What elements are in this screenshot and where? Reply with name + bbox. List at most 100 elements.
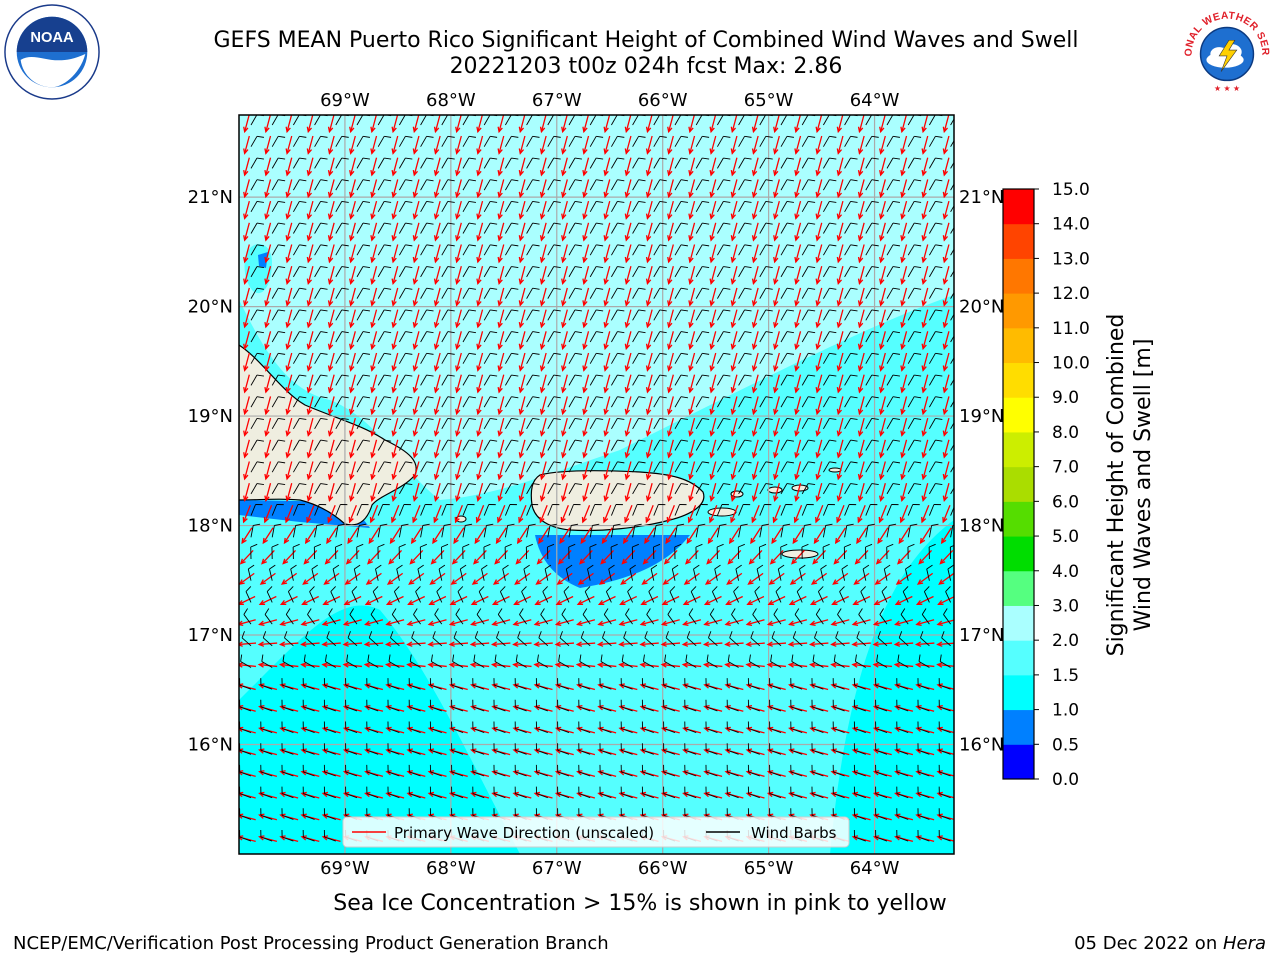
wave-direction-arrowhead bbox=[497, 148, 503, 155]
wave-direction-arrowhead bbox=[681, 662, 689, 668]
wave-direction-arrowhead bbox=[900, 365, 906, 372]
wave-direction-arrowhead bbox=[728, 537, 735, 545]
wave-direction-arrowhead bbox=[645, 343, 652, 351]
wind-barb-staff bbox=[589, 287, 597, 299]
wind-barb-staff bbox=[780, 504, 786, 516]
wind-barb-staff bbox=[674, 374, 682, 386]
wind-barb-feather bbox=[266, 586, 273, 592]
wave-direction-arrowhead bbox=[327, 473, 334, 481]
wave-direction-arrow bbox=[413, 374, 420, 393]
wind-barb-staff bbox=[409, 684, 421, 690]
wind-barb-feather bbox=[850, 483, 858, 486]
wave-direction-arrowhead bbox=[788, 620, 795, 627]
wind-barb-staff bbox=[547, 353, 555, 364]
wind-barb-staff bbox=[833, 749, 845, 755]
wave-direction-arrow bbox=[752, 439, 759, 458]
wind-barb-feather bbox=[723, 461, 731, 464]
wind-barb-feather bbox=[935, 396, 943, 399]
wind-barb-staff bbox=[727, 661, 739, 668]
wind-barb-staff bbox=[738, 179, 745, 191]
wave-direction-arrow bbox=[816, 115, 823, 132]
wave-direction-arrow bbox=[668, 266, 674, 284]
wind-barb-feather bbox=[579, 654, 582, 662]
wind-barb-staff bbox=[667, 614, 676, 625]
wave-direction-arrowhead bbox=[639, 704, 647, 711]
wave-direction-arrowhead bbox=[391, 452, 397, 459]
wind-barb-staff bbox=[483, 396, 491, 408]
wind-barb-feather bbox=[384, 309, 392, 312]
wave-direction-arrowhead bbox=[809, 726, 816, 733]
wind-barb-feather bbox=[706, 654, 709, 662]
wind-barb-feather bbox=[727, 654, 730, 662]
wind-barb-staff bbox=[945, 591, 952, 603]
wind-barb-feather bbox=[702, 331, 710, 334]
wind-barb-staff bbox=[451, 749, 464, 755]
wind-barb-feather bbox=[405, 309, 413, 312]
colorbar-tick-label: 15.0 bbox=[1052, 180, 1090, 200]
wind-barb-staff bbox=[420, 201, 427, 213]
wave-direction-arrow bbox=[668, 331, 674, 349]
wave-direction-arrowhead bbox=[688, 126, 694, 134]
wind-barb-staff bbox=[801, 461, 809, 473]
wind-barb-feather bbox=[256, 417, 264, 420]
wave-direction-arrowhead bbox=[258, 791, 265, 798]
wind-barb-staff bbox=[281, 684, 294, 690]
wave-direction-arrow bbox=[774, 287, 780, 306]
wave-direction-arrow bbox=[540, 266, 547, 284]
wind-barb-staff bbox=[823, 287, 830, 299]
wave-direction-arrowhead bbox=[285, 430, 291, 437]
wind-barb-staff bbox=[632, 374, 639, 386]
wind-barb-feather bbox=[468, 179, 476, 182]
wind-barb-staff bbox=[417, 568, 422, 581]
wind-barb-feather bbox=[744, 157, 752, 160]
wave-direction-arrowhead bbox=[433, 321, 440, 329]
wave-direction-arrowhead bbox=[836, 495, 843, 503]
wind-barb-feather bbox=[892, 374, 900, 377]
wave-direction-arrowhead bbox=[349, 213, 355, 220]
wave-direction-arrow bbox=[477, 179, 484, 197]
wind-barb-feather bbox=[754, 586, 760, 592]
wind-barb-feather bbox=[494, 654, 497, 662]
wind-barb-feather bbox=[316, 523, 324, 526]
wave-direction-arrowhead bbox=[815, 256, 821, 264]
wind-barb-staff bbox=[856, 637, 867, 647]
wave-direction-arrow bbox=[517, 527, 528, 544]
wave-direction-arrow bbox=[689, 222, 696, 241]
wind-barb-staff bbox=[833, 706, 845, 712]
wind-barb-staff bbox=[862, 568, 867, 581]
wave-direction-arrow bbox=[832, 572, 849, 585]
wind-barb-feather bbox=[850, 331, 858, 334]
wind-barb-staff bbox=[526, 244, 533, 256]
wind-barb-staff bbox=[801, 157, 809, 169]
wind-barb-staff bbox=[823, 353, 830, 364]
wave-height-contour-small-core bbox=[258, 252, 268, 268]
wind-barb-feather bbox=[627, 586, 633, 592]
wave-direction-arrow bbox=[583, 200, 590, 219]
map-area bbox=[239, 115, 954, 854]
wind-barb-feather bbox=[368, 631, 373, 638]
wind-barb-feather bbox=[808, 222, 816, 225]
wind-barb-feather bbox=[474, 631, 479, 638]
wave-direction-arrow bbox=[689, 439, 696, 458]
wind-barb-staff bbox=[705, 771, 718, 777]
wind-barb-staff bbox=[324, 706, 336, 712]
wind-barb-staff bbox=[293, 483, 300, 495]
wind-barb-feather bbox=[241, 631, 245, 638]
wave-direction-arrowhead bbox=[327, 452, 334, 459]
wind-barb-feather bbox=[341, 439, 349, 442]
wind-barb-staff bbox=[281, 771, 294, 777]
wave-direction-arrow bbox=[434, 287, 441, 306]
wind-barb-staff bbox=[271, 504, 278, 516]
wind-barb-staff bbox=[865, 222, 873, 234]
wave-direction-arrow bbox=[244, 115, 250, 132]
wave-direction-arrowhead bbox=[582, 235, 588, 242]
wind-barb-feather bbox=[341, 417, 349, 420]
wave-direction-arrowhead bbox=[242, 516, 248, 524]
wind-barb-staff bbox=[653, 439, 661, 451]
wind-barb-staff bbox=[791, 661, 803, 668]
wave-direction-arrowhead bbox=[624, 213, 631, 220]
wind-barb-staff bbox=[621, 661, 633, 668]
wave-direction-arrowhead bbox=[518, 495, 525, 503]
wind-barb-staff bbox=[844, 179, 851, 191]
wave-direction-arrowhead bbox=[264, 235, 270, 242]
